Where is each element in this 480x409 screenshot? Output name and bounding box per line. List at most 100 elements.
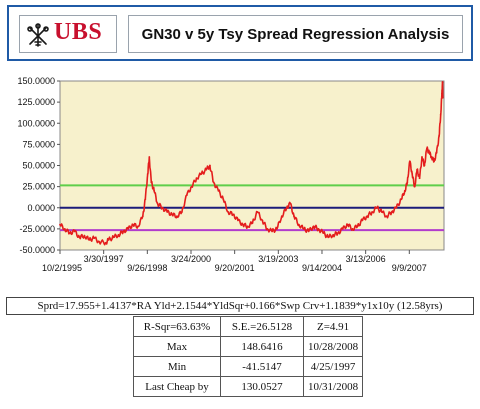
data-point	[416, 168, 418, 171]
y-tick-label: 100.0000	[17, 118, 55, 128]
x-tick-label: 9/26/1998	[127, 263, 167, 273]
data-point	[430, 156, 433, 158]
data-point	[78, 236, 81, 239]
data-point	[256, 211, 259, 213]
data-point	[423, 164, 426, 167]
data-point	[132, 223, 135, 226]
data-point	[428, 151, 431, 154]
data-point	[280, 215, 283, 218]
data-point	[171, 213, 174, 216]
data-point	[371, 211, 373, 213]
x-tick-label: 3/19/2003	[258, 254, 298, 264]
page-title: GN30 v 5y Tsy Spread Regression Analysis	[141, 25, 450, 43]
data-point	[441, 92, 443, 95]
data-point	[411, 173, 414, 175]
stats-summary-row: R-Sqr=63.63% S.E.=26.5128 Z=4.91	[133, 316, 364, 337]
data-point	[441, 81, 444, 84]
data-point	[176, 215, 178, 218]
data-point	[237, 219, 239, 222]
data-point	[390, 211, 393, 213]
data-point	[150, 181, 153, 184]
data-point	[127, 228, 130, 230]
data-point	[406, 181, 409, 184]
data-point	[146, 173, 149, 175]
data-point	[303, 228, 305, 230]
stats-label: Last Cheap by	[133, 376, 221, 397]
data-point	[185, 194, 188, 196]
y-tick-label: 0.0000	[27, 203, 55, 213]
data-point	[117, 233, 120, 236]
data-point	[112, 236, 115, 239]
plot-background	[59, 80, 445, 251]
data-point	[73, 230, 76, 233]
data-point	[418, 177, 421, 180]
data-point	[148, 156, 151, 158]
data-point	[98, 240, 100, 243]
stats-date: 10/31/2008	[302, 376, 364, 397]
data-point	[276, 228, 278, 230]
data-point	[217, 189, 220, 192]
data-point	[232, 213, 235, 216]
data-point	[122, 230, 125, 233]
stats-label: Min	[133, 356, 221, 377]
series-line	[59, 81, 444, 246]
x-tick-label: 3/30/1997	[84, 254, 124, 264]
ubs-logo: UBS	[19, 15, 117, 53]
data-point	[144, 198, 147, 201]
data-point	[312, 225, 315, 228]
regression-formula: Sprd=17.955+1.4137*RA Yld+2.1544*YldSqr+…	[6, 297, 474, 315]
data-point	[332, 233, 335, 236]
data-point	[361, 219, 364, 222]
data-point	[351, 228, 354, 230]
y-tick-label: -25.0000	[19, 224, 55, 234]
stats-value: 148.6416	[220, 336, 304, 357]
data-point	[426, 147, 428, 150]
data-point	[141, 215, 144, 218]
x-tick-label: 3/13/2006	[346, 254, 386, 264]
data-point	[298, 223, 300, 226]
data-point	[222, 198, 225, 201]
data-point	[327, 236, 330, 239]
y-tick-label: 50.0000	[22, 161, 55, 171]
data-point	[195, 177, 198, 180]
y-tick-label: 25.0000	[22, 182, 55, 192]
data-point	[385, 215, 388, 218]
data-point	[408, 160, 411, 163]
data-point	[421, 156, 423, 158]
x-tick-label: 9/20/2001	[215, 263, 255, 273]
data-point	[205, 168, 208, 171]
stats-row-last-cheap: Last Cheap by 130.0527 10/31/2008	[133, 376, 364, 397]
x-axis: 10/2/1995 9/26/1998 9/20/2001 9/14/2004 9/9/…	[42, 250, 427, 273]
data-point	[271, 230, 273, 233]
data-point	[322, 232, 325, 235]
data-point	[181, 211, 183, 213]
data-point	[63, 228, 66, 230]
data-point	[293, 215, 295, 218]
data-point	[395, 206, 398, 209]
data-point	[439, 113, 442, 116]
stats-row-max: Max 148.6416 10/28/2008	[133, 336, 364, 357]
report-header: UBS GN30 v 5y Tsy Spread Regression Anal…	[7, 5, 473, 61]
data-point	[438, 135, 440, 137]
data-point	[88, 239, 91, 241]
data-point	[380, 211, 383, 213]
y-tick-label: 75.0000	[22, 139, 55, 149]
stats-row-min: Min -41.5147 4/25/1997	[133, 356, 364, 377]
ubs-logo-text: UBS	[54, 19, 103, 45]
data-point	[435, 151, 438, 154]
data-point	[161, 206, 164, 209]
data-point	[83, 234, 86, 237]
stats-date: 10/28/2008	[302, 336, 364, 357]
data-point	[307, 230, 310, 233]
data-point	[200, 173, 203, 175]
data-point	[212, 181, 215, 184]
data-point	[285, 206, 288, 209]
data-point	[289, 202, 292, 205]
data-point	[209, 164, 211, 167]
data-point	[441, 96, 444, 99]
ubs-keys-icon	[27, 23, 49, 47]
data-point	[341, 228, 344, 230]
data-point	[156, 202, 159, 205]
data-point	[166, 211, 169, 213]
data-point	[153, 189, 156, 192]
